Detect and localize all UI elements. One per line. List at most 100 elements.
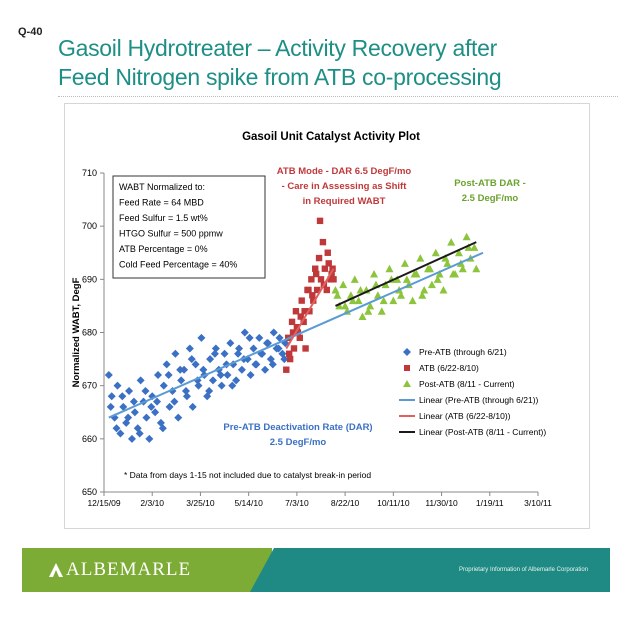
atb-point xyxy=(290,345,298,352)
pre-atb-point xyxy=(145,434,154,443)
post-atb-point xyxy=(389,296,398,305)
post-atb-annotation: 2.5 DegF/mo xyxy=(462,193,519,204)
y-tick-label: 690 xyxy=(82,274,97,284)
legend-label: Linear (Post-ATB (8/11 - Current)) xyxy=(419,427,546,437)
pre-atb-point xyxy=(106,402,115,411)
pre-atb-point xyxy=(104,371,113,380)
pre-atb-point xyxy=(262,339,271,348)
x-tick-label: 1/19/11 xyxy=(476,498,504,508)
post-atb-point xyxy=(458,264,467,273)
pre-atb-point xyxy=(191,360,200,369)
post-atb-point xyxy=(373,291,382,299)
post-atb-point xyxy=(379,296,388,305)
footer-bar: ALBEMARLE Proprietary Information of Alb… xyxy=(22,548,610,592)
series-2-points xyxy=(283,217,337,373)
post-atb-point xyxy=(433,275,442,283)
pre-atb-point xyxy=(188,402,197,411)
atb-point xyxy=(328,270,335,278)
pre-atb-point xyxy=(217,381,226,390)
atb-point xyxy=(296,334,303,342)
pre-atb-point xyxy=(174,413,183,422)
trendline-3 xyxy=(335,241,477,307)
x-tick-label: 12/15/09 xyxy=(87,498,120,508)
normalization-box xyxy=(112,175,266,279)
legend-label: ATB (6/22-8/10) xyxy=(419,363,479,373)
post-atb-point xyxy=(385,264,394,273)
pre-atb-annotation: Pre-ATB Deactivation Rate (DAR) xyxy=(223,422,372,433)
pre-atb-point xyxy=(142,413,151,422)
legend-label: Linear (ATB (6/22-8/10)) xyxy=(419,411,511,421)
x-tick-label: 7/3/10 xyxy=(285,498,309,508)
post-atb-point xyxy=(441,254,450,262)
post-atb-point xyxy=(443,259,452,267)
pre-atb-point xyxy=(199,365,208,374)
pre-atb-point xyxy=(240,328,249,337)
legend-marker-pre-atb xyxy=(403,348,411,356)
atb-point xyxy=(324,249,331,256)
pre-atb-point xyxy=(234,349,243,358)
y-axis-label: Normalized WABT, DegF xyxy=(71,277,82,387)
post-atb-point xyxy=(449,270,458,278)
pre-atb-point xyxy=(268,360,277,369)
title-divider xyxy=(58,96,618,97)
atb-point xyxy=(300,318,307,326)
atb-point xyxy=(302,345,309,352)
albemarle-logo: ALBEMARLE xyxy=(66,559,192,580)
pre-atb-point xyxy=(211,344,220,353)
legend-label: Post-ATB (8/11 - Current) xyxy=(419,379,515,389)
post-atb-point xyxy=(420,285,429,294)
post-atb-point xyxy=(410,270,419,278)
x-tick-label: 10/11/10 xyxy=(377,498,410,508)
atb-point xyxy=(283,366,290,373)
legend-marker-post-atb xyxy=(403,380,411,387)
atb-point xyxy=(298,297,305,304)
pre-atb-point xyxy=(216,371,225,380)
post-atb-point xyxy=(402,275,411,283)
pre-atb-point xyxy=(280,355,289,364)
x-tick-label: 8/22/10 xyxy=(331,498,360,508)
post-atb-point xyxy=(464,243,473,251)
atb-point xyxy=(315,254,323,262)
pre-atb-point xyxy=(237,365,246,374)
atb-mode-annotation: in Required WABT xyxy=(303,196,386,207)
pre-atb-point xyxy=(119,402,128,411)
pre-atb-point xyxy=(206,355,215,364)
pre-atb-point xyxy=(187,355,196,364)
footnote: * Data from days 1-15 not included due t… xyxy=(124,470,371,480)
atb-mode-annotation: - Care in Assessing as Shift xyxy=(282,181,408,192)
pre-atb-point xyxy=(135,429,144,438)
x-tick-label: 3/10/11 xyxy=(524,498,552,508)
atb-point xyxy=(313,286,321,294)
x-tick-label: 11/30/10 xyxy=(425,498,458,508)
post-atb-point xyxy=(335,301,344,310)
post-atb-point xyxy=(472,264,481,273)
albemarle-logo-icon xyxy=(49,563,63,577)
normalization-box-line: WABT Normalized to: xyxy=(119,182,205,192)
post-atb-point xyxy=(425,264,434,273)
slide-title-line-1: Gasoil Hydrotreater – Activity Recovery … xyxy=(58,35,497,61)
post-atb-point xyxy=(431,248,440,257)
pre-atb-point xyxy=(208,376,217,385)
pre-atb-point xyxy=(181,386,190,395)
y-tick-label: 710 xyxy=(82,168,97,178)
normalization-box-line: Feed Sulfur = 1.5 wt% xyxy=(119,213,208,223)
pre-atb-point xyxy=(261,365,270,374)
x-tick-label: 3/25/10 xyxy=(186,498,215,508)
y-tick-label: 650 xyxy=(82,487,97,497)
pre-atb-point xyxy=(171,349,180,358)
post-atb-point xyxy=(470,243,479,251)
trendline-1 xyxy=(108,251,484,419)
post-atb-point xyxy=(370,270,379,278)
post-atb-point xyxy=(418,291,427,299)
atb-point xyxy=(297,313,304,320)
chart-frame xyxy=(64,103,590,529)
pre-atb-point xyxy=(232,376,241,385)
y-tick-label: 680 xyxy=(82,328,97,338)
pre-atb-point xyxy=(125,386,134,395)
pre-atb-point xyxy=(164,371,173,380)
pre-atb-point xyxy=(159,381,168,390)
post-atb-point xyxy=(439,285,448,294)
pre-atb-point xyxy=(249,344,258,353)
post-atb-point xyxy=(354,296,363,305)
